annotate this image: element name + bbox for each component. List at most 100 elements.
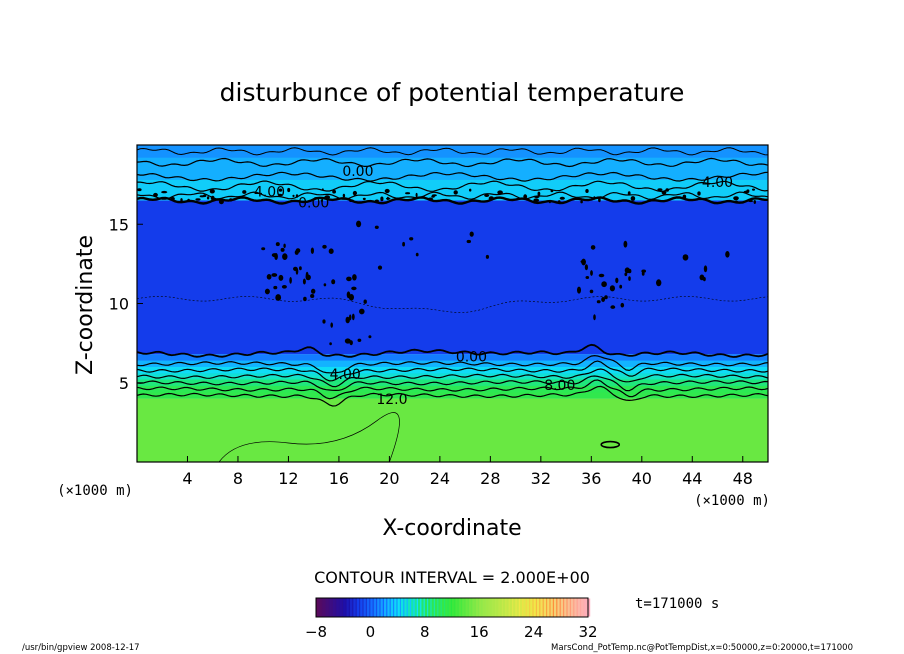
contour-blob [278, 274, 284, 281]
contour-blob [229, 198, 233, 202]
colorbar-stripe [513, 598, 516, 617]
band-3 [137, 200, 768, 355]
contour-blob [682, 254, 689, 261]
contour-blob [601, 281, 607, 288]
contour-blob [321, 188, 324, 191]
contour-blob [703, 265, 708, 273]
contour-label: 4.00 [702, 175, 733, 191]
band-0 [137, 398, 768, 462]
colorbar-stripe [516, 598, 519, 617]
colorbar-stripe [428, 598, 431, 617]
colorbar-stripe [574, 598, 577, 617]
footer-right: MarsCond_PotTemp.nc@PotTempDist,x=0:5000… [551, 643, 853, 653]
contour-blob [733, 196, 739, 201]
x-tick-label: 32 [531, 469, 551, 488]
transition-strip-0 [137, 392, 768, 399]
colorbar-stripe [543, 598, 546, 617]
colorbar-stripe [526, 598, 529, 617]
contour-blob [323, 283, 327, 287]
contour-blob [752, 188, 755, 191]
contour-blob [620, 302, 625, 308]
upper-strip [137, 179, 768, 201]
colorbar-stripe [547, 598, 550, 617]
contour-line [137, 196, 768, 205]
colorbar-stripe [458, 598, 461, 617]
contour-blob [275, 294, 282, 301]
x-tick-label: 24 [430, 469, 450, 488]
contour-blob [295, 194, 299, 198]
colorbar-stripe [479, 598, 482, 617]
x-tick-label: 36 [581, 469, 601, 488]
contour-blob [324, 195, 331, 200]
colorbar-stripe [404, 598, 407, 617]
colorbar-stripe [441, 598, 444, 617]
colorbar-stripe [455, 598, 458, 617]
colorbar-stripe [394, 598, 397, 617]
contour-line [137, 147, 768, 156]
x-tick-label: 44 [682, 469, 702, 488]
colorbar-stripe [503, 598, 506, 617]
contour-blob [598, 197, 601, 203]
contour-blob [523, 194, 528, 199]
contour-blob [363, 299, 367, 304]
contour-blob [630, 196, 636, 201]
colorbar-stripe [397, 598, 400, 617]
contour-blob [281, 285, 287, 289]
contour-blob [596, 300, 601, 304]
contour-label: 0.00 [342, 164, 373, 180]
colorbar-stripe [584, 598, 587, 617]
colorbar-stripe [452, 598, 455, 617]
contour-line [137, 343, 768, 358]
colorbar-stripe [520, 598, 523, 617]
colorbar-stripe [475, 598, 478, 617]
transition-strip-2 [137, 379, 768, 386]
contour-blob [484, 194, 490, 197]
colorbar-stripe [486, 598, 489, 617]
contour-blob [746, 189, 750, 192]
contour-blob [590, 270, 593, 276]
contour-blob [682, 194, 687, 199]
colorbar-stripe [353, 598, 356, 617]
contour-blob [697, 191, 701, 196]
contour-blob [533, 198, 539, 202]
contour-blob [534, 195, 540, 199]
contour-blob [488, 196, 494, 201]
y-tick-label: 10 [109, 295, 129, 314]
contour-line [137, 157, 768, 168]
contour-blob [628, 276, 631, 281]
contour-blob [271, 273, 278, 277]
colorbar-stripe [319, 598, 322, 617]
contour-blob [302, 278, 306, 285]
contour-blob [577, 286, 581, 294]
x-tick-label: 12 [278, 469, 298, 488]
contour-label: 0.00 [298, 196, 329, 212]
colorbar-stripe [533, 598, 536, 617]
colorbar-stripe [346, 598, 349, 617]
contour-thin [218, 412, 400, 462]
colorbar-stripe [530, 598, 533, 617]
contour-blob [310, 294, 315, 298]
contour-blob [137, 188, 142, 192]
contour-blob [320, 199, 324, 202]
colorbar-stripe [496, 598, 499, 617]
x-tick-label: 8 [233, 469, 243, 488]
colorbar-stripe [322, 598, 325, 617]
colorbar-stripe [363, 598, 366, 617]
contour-blob [218, 199, 224, 205]
contour-blob [589, 289, 594, 294]
transition-strip-1 [137, 385, 768, 393]
colorbar-stripe [588, 598, 591, 617]
contour-blob [609, 285, 616, 292]
contour-blob [627, 268, 632, 274]
contour-line [137, 191, 768, 200]
time-label: t=171000 s [635, 596, 719, 612]
contour-blob [377, 265, 383, 270]
contour-blob [287, 187, 291, 193]
colorbar-stripe [448, 598, 451, 617]
colorbar-tick-label: −8 [305, 623, 327, 641]
contour-blob [356, 220, 362, 228]
colorbar-stripe [384, 598, 387, 617]
contour-blob [359, 308, 365, 315]
contour-blob [548, 200, 551, 204]
